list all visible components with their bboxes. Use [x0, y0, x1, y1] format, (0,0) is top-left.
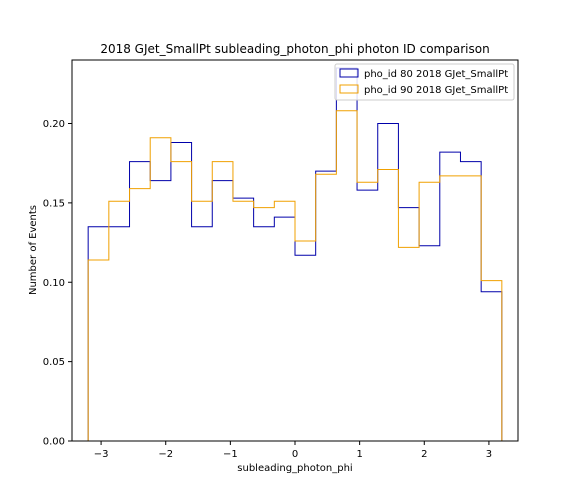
- series-layer: [87, 67, 503, 441]
- legend-swatch-series-1: [339, 68, 359, 78]
- x-axis-label: subleading_photon_phi: [237, 463, 352, 474]
- y-tick-label: 0.00: [43, 437, 65, 448]
- y-tick-label: 0.10: [43, 278, 65, 289]
- x-tick-label: 3: [486, 449, 492, 460]
- x-tick-label: 1: [356, 449, 362, 460]
- x-tick-label: −1: [223, 449, 238, 460]
- y-axis-label: Number of Events: [28, 205, 39, 295]
- y-tick-label: 0.20: [43, 119, 65, 130]
- x-axis: −3 −2 −1 0 1 2 3: [94, 441, 492, 460]
- legend: pho_id 80 2018 GJet_SmallPt pho_id 90 20…: [334, 63, 515, 101]
- chart-title: 2018 GJet_SmallPt subleading_photon_phi …: [100, 42, 489, 56]
- legend-label-series-2: pho_id 90 2018 GJet_SmallPt: [364, 85, 508, 96]
- plot-area: [71, 59, 519, 442]
- series-1-step-line: [87, 67, 503, 441]
- y-tick-label: 0.05: [43, 357, 65, 368]
- y-axis: 0.00 0.05 0.10 0.15 0.20: [43, 119, 72, 448]
- legend-label-series-1: pho_id 80 2018 GJet_SmallPt: [364, 69, 508, 80]
- legend-box: [334, 63, 515, 101]
- x-tick-label: 0: [292, 449, 298, 460]
- x-tick-label: 2: [421, 449, 427, 460]
- x-tick-label: −2: [158, 449, 173, 460]
- series-2-step-line: [87, 110, 503, 441]
- y-tick-label: 0.15: [43, 198, 65, 209]
- legend-swatch-series-2: [339, 84, 359, 94]
- x-tick-label: −3: [94, 449, 109, 460]
